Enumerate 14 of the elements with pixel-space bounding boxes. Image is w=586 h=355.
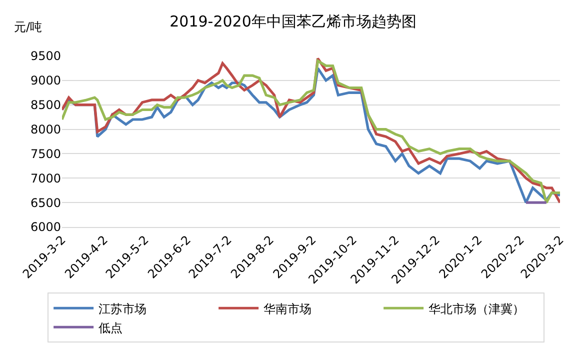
y-tick-label: 7500 [30,146,61,161]
y-tick-label: 6000 [30,220,61,234]
legend-label: 江苏市场 [98,302,147,316]
chart-title: 2019-2020年中国苯乙烯市场趋势图 [170,12,416,30]
y-tick-label: 6500 [30,196,61,210]
y-tick-label: 9000 [30,74,61,88]
y-tick-label: 7000 [30,171,61,186]
y-tick-label: 8500 [30,98,61,112]
legend-label: 华南市场 [264,302,312,316]
legend-label: 低点 [98,320,123,335]
y-tick-label: 8000 [30,122,61,136]
y-tick-label: 9500 [30,49,61,64]
y-axis-title: 元/吨 [14,20,42,34]
legend-label: 华北市场（津冀） [428,302,525,316]
